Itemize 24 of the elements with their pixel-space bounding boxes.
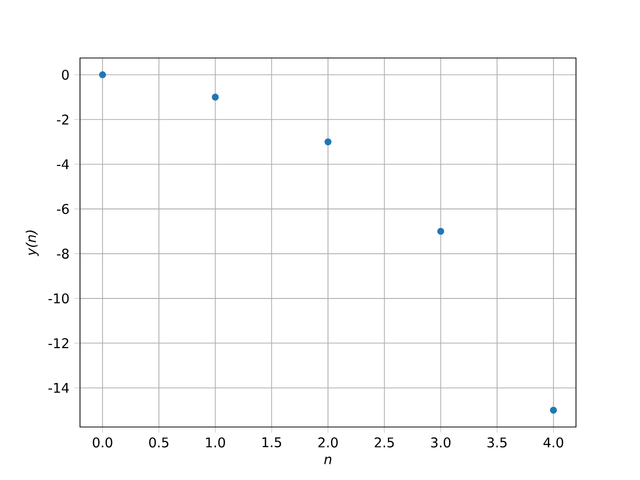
y-tick-label: -12 [48,338,68,348]
point [212,94,219,101]
x-tick-label: 2.5 [374,437,394,448]
y-tick-label: -6 [56,204,69,214]
x-tick-label: 3.0 [431,437,450,448]
y-tick-label: -10 [48,293,69,304]
y-tick-label: -2 [56,114,68,124]
x-tick-label: 3.5 [488,437,507,448]
x-tick-label: 2.0 [318,437,338,448]
y-tick-label: -14 [48,383,69,393]
y-tick-label: -8 [56,248,69,259]
x-tick-label: 1.5 [262,437,282,448]
x-tick-label: 4.0 [543,437,564,448]
y-tick-label: -4 [56,159,69,170]
y-axis-title: y(n) [26,230,39,256]
x-tick-label: 0.0 [92,437,112,448]
x-tick-label: 1.0 [206,437,225,448]
point [437,228,444,235]
point [99,71,106,78]
y-tick-label: 0 [62,70,69,80]
x-tick-label: 0.5 [149,437,168,448]
point [550,406,557,414]
x-axis-title: n [324,456,332,464]
point [324,138,332,146]
